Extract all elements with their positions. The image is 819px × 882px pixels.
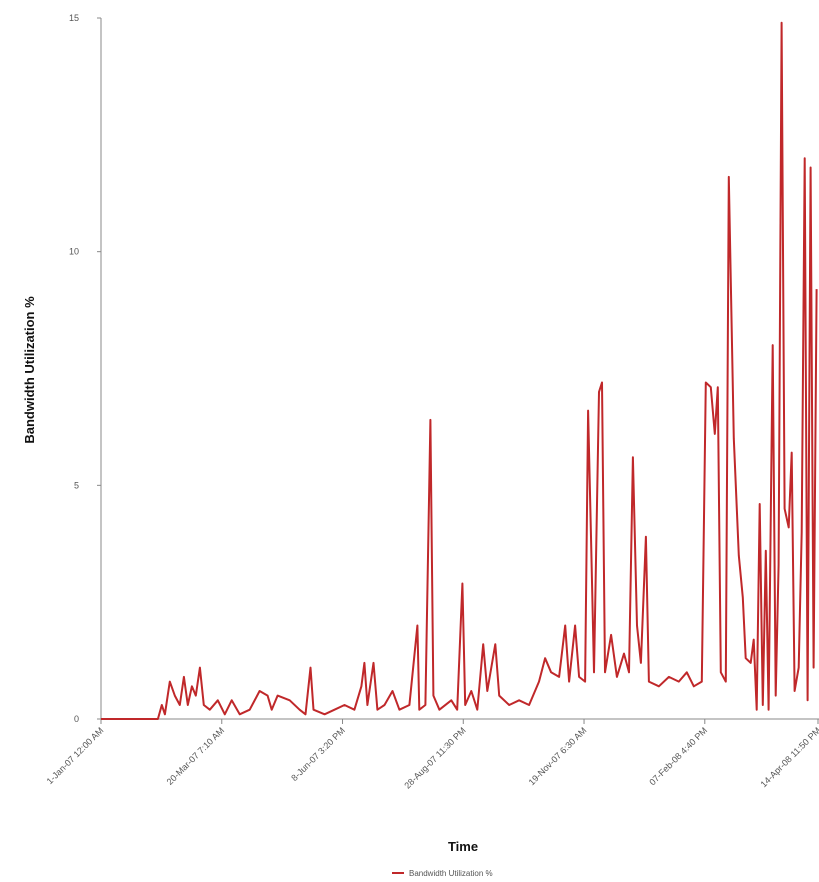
- x-tick-label: 1-Jan-07 12:00 AM: [45, 725, 106, 786]
- x-tick-label: 8-Jun-07 3:20 PM: [289, 725, 347, 783]
- x-tick-label: 14-Apr-08 11:50 PM: [758, 725, 819, 789]
- y-tick-label: 10: [69, 247, 79, 257]
- y-tick-label: 0: [74, 714, 79, 724]
- y-tick-label: 5: [74, 480, 79, 490]
- data-line: [101, 21, 818, 720]
- x-axis-title: Time: [448, 839, 478, 854]
- y-axis-title: Bandwidth Utilization %: [22, 296, 37, 444]
- x-tick-label: 07-Feb-08 4:40 PM: [647, 725, 709, 787]
- x-tick-label: 20-Mar-07 7:10 AM: [165, 725, 227, 787]
- x-tick-label: 19-Nov-07 6:30 AM: [527, 725, 589, 787]
- x-tick-label: 28-Aug-07 11:30 PM: [402, 725, 467, 790]
- legend-label: Bandwidth Utilization %: [409, 869, 493, 878]
- y-tick-label: 15: [69, 13, 79, 23]
